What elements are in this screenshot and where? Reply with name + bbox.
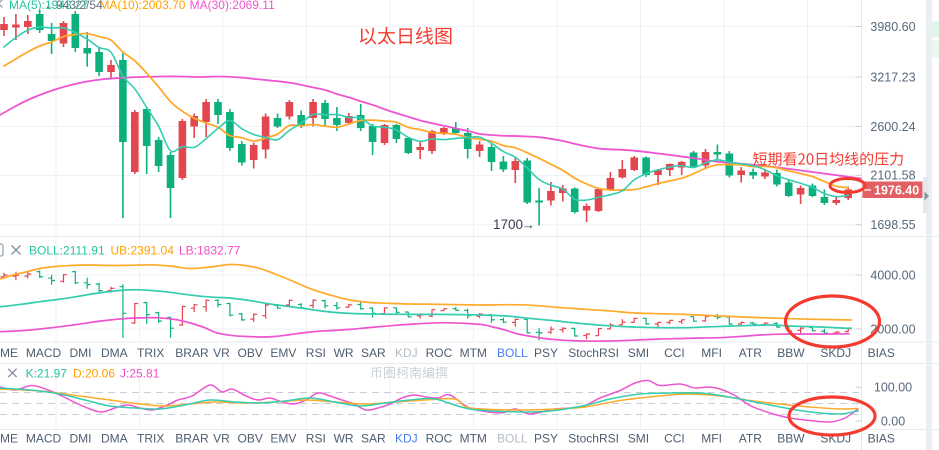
- svg-text:KDJ: KDJ: [395, 346, 418, 360]
- svg-text:BIAS: BIAS: [868, 346, 895, 360]
- svg-text:LB:1832.77: LB:1832.77: [179, 244, 241, 258]
- svg-text:VR: VR: [213, 432, 230, 446]
- svg-text:0.00: 0.00: [881, 414, 905, 428]
- svg-text:1698.55: 1698.55: [870, 218, 915, 232]
- svg-text:WR: WR: [334, 432, 354, 446]
- svg-text:WR: WR: [334, 346, 354, 360]
- svg-text:MFI: MFI: [701, 432, 722, 446]
- svg-text:CCI: CCI: [664, 346, 685, 360]
- svg-text:PSY: PSY: [534, 346, 558, 360]
- svg-text:VR: VR: [213, 346, 230, 360]
- svg-text:DMI: DMI: [70, 346, 92, 360]
- svg-text:ROC: ROC: [426, 432, 453, 446]
- svg-text:MACD: MACD: [26, 346, 62, 360]
- svg-text:BOLL: BOLL: [497, 432, 528, 446]
- svg-text:ROC: ROC: [426, 346, 453, 360]
- svg-text:MTM: MTM: [460, 432, 487, 446]
- svg-text:SAR: SAR: [361, 346, 386, 360]
- svg-text:2101.58: 2101.58: [870, 169, 915, 183]
- svg-text:3980.60: 3980.60: [870, 20, 915, 34]
- svg-text:100.00: 100.00: [874, 381, 912, 395]
- svg-text:SAR: SAR: [361, 432, 386, 446]
- svg-text:BIAS: BIAS: [868, 432, 895, 446]
- svg-text:SMI: SMI: [628, 432, 649, 446]
- svg-text:OBV: OBV: [238, 432, 263, 446]
- svg-text:ME: ME: [0, 432, 18, 446]
- svg-text:2000.00: 2000.00: [870, 322, 915, 336]
- svg-text:ATR: ATR: [739, 346, 762, 360]
- svg-text:ATR: ATR: [739, 432, 762, 446]
- svg-text:DMA: DMA: [101, 346, 128, 360]
- svg-text:SKDJ: SKDJ: [820, 346, 851, 360]
- svg-text:MFI: MFI: [701, 346, 722, 360]
- svg-text:TRIX: TRIX: [137, 346, 164, 360]
- svg-text:StochRSI: StochRSI: [568, 432, 619, 446]
- svg-text:K:21.97: K:21.97: [26, 366, 68, 380]
- svg-text:3217.23: 3217.23: [870, 70, 915, 84]
- svg-text:CCI: CCI: [664, 432, 685, 446]
- svg-text:→: →: [522, 217, 535, 232]
- svg-text:KDJ: KDJ: [395, 432, 418, 446]
- svg-text:2600.24: 2600.24: [870, 120, 915, 134]
- svg-text:MACD: MACD: [26, 432, 62, 446]
- svg-text:4000.00: 4000.00: [870, 268, 915, 282]
- svg-text:BBW: BBW: [777, 346, 805, 360]
- svg-text:BOLL:2111.91: BOLL:2111.91: [29, 244, 105, 258]
- svg-text:ME: ME: [0, 346, 18, 360]
- svg-text:PSY: PSY: [534, 432, 558, 446]
- svg-text:BOLL: BOLL: [497, 346, 528, 360]
- svg-text:DMI: DMI: [70, 432, 92, 446]
- svg-text:D:20.06: D:20.06: [73, 366, 115, 380]
- svg-text:BBW: BBW: [777, 432, 805, 446]
- svg-text:J:25.81: J:25.81: [120, 366, 160, 380]
- svg-text:UB:2391.04: UB:2391.04: [111, 244, 175, 258]
- svg-text:1976.40: 1976.40: [874, 184, 919, 198]
- svg-text:RSI: RSI: [306, 432, 326, 446]
- svg-text:←943/2/54: ←943/2/54: [44, 0, 103, 12]
- svg-text:MA(10):2003.70: MA(10):2003.70: [99, 0, 185, 12]
- svg-text:BRAR: BRAR: [175, 432, 209, 446]
- svg-text:StochRSI: StochRSI: [568, 346, 619, 360]
- svg-text:SMI: SMI: [628, 346, 649, 360]
- svg-text:DMA: DMA: [101, 432, 128, 446]
- svg-text:BRAR: BRAR: [175, 346, 209, 360]
- svg-text:RSI: RSI: [306, 346, 326, 360]
- svg-text:1700: 1700: [493, 217, 523, 232]
- svg-text:TRIX: TRIX: [137, 432, 164, 446]
- svg-text:MA(30):2069.11: MA(30):2069.11: [190, 0, 275, 12]
- svg-text:EMV: EMV: [270, 346, 296, 360]
- svg-text:MA(5):1943.27: MA(5):1943.27: [9, 0, 89, 12]
- svg-text:OBV: OBV: [238, 346, 263, 360]
- svg-text:MTM: MTM: [460, 346, 487, 360]
- svg-text:EMV: EMV: [270, 432, 296, 446]
